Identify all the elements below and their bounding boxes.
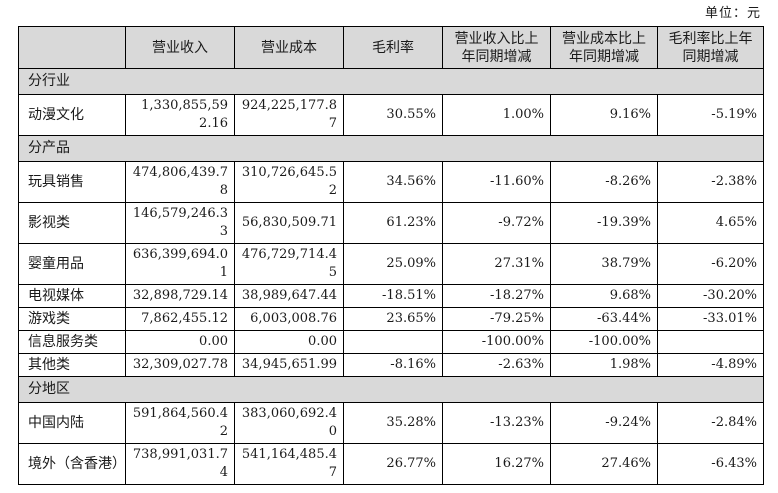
header-row: 营业收入 营业成本 毛利率 营业收入比上年同期增减 营业成本比上年同期增减 毛利… <box>18 26 764 69</box>
section-title: 分行业 <box>18 68 764 95</box>
revenue-cell: 1,330,855,592.16 <box>125 94 235 136</box>
revenue-cell: 636,399,694.01 <box>125 243 235 285</box>
row-label: 其他类 <box>18 353 126 377</box>
table-header: 营业收入 营业成本 毛利率 营业收入比上年同期增减 营业成本比上年同期增减 毛利… <box>18 26 764 69</box>
revenue-cell: 32,309,027.78 <box>125 353 235 377</box>
section-title: 分产品 <box>18 135 764 162</box>
row-label: 信息服务类 <box>18 330 126 354</box>
section-row: 分地区 <box>18 376 764 403</box>
revenue-change-cell: 1.00% <box>442 94 551 136</box>
cost-change-cell: -9.24% <box>550 402 658 444</box>
cost-change-cell: 27.46% <box>550 443 658 485</box>
gross-margin-cell <box>343 330 443 354</box>
gross-margin-cell: -8.16% <box>343 353 443 377</box>
gross-margin-cell: -18.51% <box>343 284 443 308</box>
table-row: 婴童用品 636,399,694.01 476,729,714.45 25.09% 27… <box>18 243 764 285</box>
margin-change-cell <box>657 330 764 354</box>
gross-margin-cell: 61.23% <box>343 202 443 244</box>
cost-cell: 924,225,177.87 <box>234 94 344 136</box>
margin-change-cell: -2.84% <box>657 402 764 444</box>
cost-cell: 6,003,008.76 <box>234 307 344 331</box>
revenue-change-cell: -13.23% <box>442 402 551 444</box>
table-body: 分行业 动漫文化 1,330,855,592.16 924,225,177.87 30.… <box>18 68 764 485</box>
revenue-change-cell: -79.25% <box>442 307 551 331</box>
section-title: 分地区 <box>18 376 764 403</box>
gross-margin-cell: 35.28% <box>343 402 443 444</box>
header-cell-category <box>18 26 126 69</box>
cost-change-cell: 38.79% <box>550 243 658 285</box>
unit-label: 单位：元 <box>704 6 761 21</box>
table-row: 中国内陆 591,864,560.42 383,060,692.40 35.28% -1… <box>18 402 764 444</box>
revenue-cell: 32,898,729.14 <box>125 284 235 308</box>
cost-cell: 541,164,485.47 <box>234 443 344 485</box>
row-label: 中国内陆 <box>18 402 126 444</box>
row-label: 电视媒体 <box>18 284 126 308</box>
revenue-cell: 7,862,455.12 <box>125 307 235 331</box>
cost-cell: 56,830,509.71 <box>234 202 344 244</box>
cost-cell: 0.00 <box>234 330 344 354</box>
revenue-cell: 591,864,560.42 <box>125 402 235 444</box>
row-label: 婴童用品 <box>18 243 126 285</box>
header-cell-cost-change: 营业成本比上年同期增减 <box>550 26 658 69</box>
margin-change-cell: -6.20% <box>657 243 764 285</box>
margin-change-cell: -33.01% <box>657 307 764 331</box>
revenue-cell: 738,991,031.74 <box>125 443 235 485</box>
row-label: 影视类 <box>18 202 126 244</box>
cost-change-cell: -8.26% <box>550 161 658 203</box>
cost-change-cell: -100.00% <box>550 330 658 354</box>
section-row: 分行业 <box>18 68 764 95</box>
gross-margin-cell: 25.09% <box>343 243 443 285</box>
cost-cell: 383,060,692.40 <box>234 402 344 444</box>
margin-change-cell: -30.20% <box>657 284 764 308</box>
header-cell-cost: 营业成本 <box>234 26 344 69</box>
margin-change-cell: -2.38% <box>657 161 764 203</box>
cost-cell: 476,729,714.45 <box>234 243 344 285</box>
row-label: 境外（含香港） <box>18 443 126 485</box>
cost-change-cell: -63.44% <box>550 307 658 331</box>
table-row: 动漫文化 1,330,855,592.16 924,225,177.87 30.55%… <box>18 94 764 136</box>
table-row: 信息服务类 0.00 0.00 -100.00% -100.00% <box>18 330 764 354</box>
cost-change-cell: 9.68% <box>550 284 658 308</box>
revenue-change-cell: 16.27% <box>442 443 551 485</box>
revenue-change-cell: -100.00% <box>442 330 551 354</box>
margin-change-cell: -4.89% <box>657 353 764 377</box>
margin-change-cell: -5.19% <box>657 94 764 136</box>
revenue-change-cell: 27.31% <box>442 243 551 285</box>
revenue-cell: 474,806,439.78 <box>125 161 235 203</box>
table-row: 其他类 32,309,027.78 34,945,651.99 -8.16% -2.63… <box>18 353 764 377</box>
revenue-change-cell: -9.72% <box>442 202 551 244</box>
header-cell-revenue-change: 营业收入比上年同期增减 <box>442 26 551 69</box>
header-cell-revenue: 营业收入 <box>125 26 235 69</box>
cost-cell: 38,989,647.44 <box>234 284 344 308</box>
table-row: 境外（含香港） 738,991,031.74 541,164,485.47 26.77… <box>18 443 764 485</box>
revenue-cell: 0.00 <box>125 330 235 354</box>
margin-change-cell: 4.65% <box>657 202 764 244</box>
row-label: 玩具销售 <box>18 161 126 203</box>
table-row: 玩具销售 474,806,439.78 310,726,645.52 34.56% -1… <box>18 161 764 203</box>
cost-change-cell: -19.39% <box>550 202 658 244</box>
table-row: 电视媒体 32,898,729.14 38,989,647.44 -18.51% -18… <box>18 284 764 308</box>
gross-margin-cell: 23.65% <box>343 307 443 331</box>
revenue-change-cell: -2.63% <box>442 353 551 377</box>
revenue-cell: 146,579,246.33 <box>125 202 235 244</box>
gross-margin-cell: 26.77% <box>343 443 443 485</box>
financial-breakdown-table: 营业收入 营业成本 毛利率 营业收入比上年同期增减 营业成本比上年同期增减 毛利… <box>18 26 764 485</box>
cost-cell: 34,945,651.99 <box>234 353 344 377</box>
header-cell-gross-margin: 毛利率 <box>343 26 443 69</box>
gross-margin-cell: 34.56% <box>343 161 443 203</box>
row-label: 游戏类 <box>18 307 126 331</box>
cost-change-cell: 9.16% <box>550 94 658 136</box>
header-cell-margin-change: 毛利率比上年同期增减 <box>657 26 764 69</box>
revenue-change-cell: -18.27% <box>442 284 551 308</box>
table-row: 游戏类 7,862,455.12 6,003,008.76 23.65% -79.25%… <box>18 307 764 331</box>
revenue-change-cell: -11.60% <box>442 161 551 203</box>
row-label: 动漫文化 <box>18 94 126 136</box>
cost-cell: 310,726,645.52 <box>234 161 344 203</box>
table-row: 影视类 146,579,246.33 56,830,509.71 61.23% -9.7… <box>18 202 764 244</box>
cost-change-cell: 1.98% <box>550 353 658 377</box>
margin-change-cell: -6.43% <box>657 443 764 485</box>
gross-margin-cell: 30.55% <box>343 94 443 136</box>
section-row: 分产品 <box>18 135 764 162</box>
